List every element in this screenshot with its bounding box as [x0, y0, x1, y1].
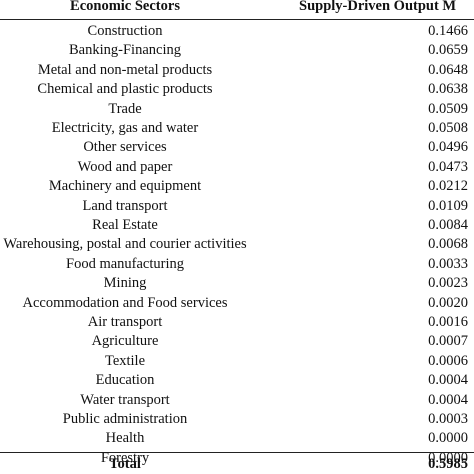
sector-value: 0.0023 — [428, 275, 468, 292]
sector-value: 0.0509 — [428, 100, 468, 117]
sector-name: Health — [105, 430, 145, 447]
sector-value: 0.0473 — [428, 158, 468, 175]
sector-value: 0.0212 — [428, 178, 468, 195]
sector-value: 0.0000 — [428, 449, 468, 466]
sector-value: 0.0068 — [428, 236, 468, 253]
sector-value: 0.0109 — [428, 197, 468, 214]
total-rule — [0, 452, 474, 453]
sector-value: 0.0648 — [428, 61, 468, 78]
sector-value: 0.0006 — [428, 352, 468, 369]
sector-value: 0.0638 — [428, 81, 468, 98]
header-cell: Economic Sectors — [70, 0, 180, 14]
total-value: 0.5985 — [428, 456, 468, 472]
sector-name: Agriculture — [91, 333, 159, 350]
sector-value: 0.0003 — [428, 411, 468, 427]
sector-name: Education — [95, 372, 155, 389]
header-rule — [0, 19, 474, 20]
sector-name: Mining — [103, 275, 147, 292]
sector-value: 0.0496 — [428, 139, 468, 156]
sector-name: Forestry — [100, 449, 150, 466]
sector-name: Chemical and plastic products — [37, 81, 213, 98]
sector-value: 0.0000 — [428, 430, 468, 447]
sector-name: Warehousing, postal and courier activiti… — [3, 236, 247, 253]
sector-name: Trade — [108, 100, 142, 117]
sector-name: Real Estate — [92, 217, 158, 233]
sector-name: Electricity, gas and water — [51, 120, 199, 136]
sector-name: Banking-Financing — [69, 42, 181, 59]
sector-value: 0.0659 — [428, 42, 468, 59]
sector-value: 0.0033 — [428, 255, 468, 272]
sector-value: 0.0084 — [428, 217, 468, 233]
sector-value: 0.0020 — [428, 294, 468, 311]
sector-value: 0.0004 — [428, 391, 468, 408]
sector-name: Land transport — [82, 197, 168, 214]
sector-name: Metal and non-metal products — [37, 61, 213, 78]
sector-name: Public administration — [62, 411, 188, 427]
header-cell: Supply-Driven Output M — [299, 0, 457, 14]
sector-name: Construction — [87, 23, 163, 39]
sector-name: Water transport — [80, 391, 170, 408]
sector-name: Textile — [104, 352, 146, 369]
sector-value: 0.0016 — [428, 314, 468, 330]
sector-value: 0.0004 — [428, 372, 468, 389]
sector-name: Other services — [83, 139, 167, 156]
sector-name: Air transport — [87, 314, 163, 330]
sector-value: 0.0508 — [428, 120, 468, 136]
sector-name: Machinery and equipment — [48, 178, 202, 195]
sector-value: 0.1466 — [428, 23, 468, 39]
sector-name: Wood and paper — [77, 158, 173, 175]
total-label: Total — [109, 456, 141, 472]
sector-name: Food manufacturing — [66, 255, 184, 272]
sector-value: 0.0007 — [428, 333, 468, 350]
sector-name: Accommodation and Food services — [22, 294, 228, 311]
